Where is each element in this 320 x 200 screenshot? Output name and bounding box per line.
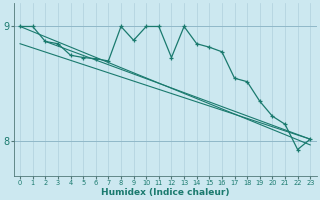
X-axis label: Humidex (Indice chaleur): Humidex (Indice chaleur) xyxy=(101,188,229,197)
